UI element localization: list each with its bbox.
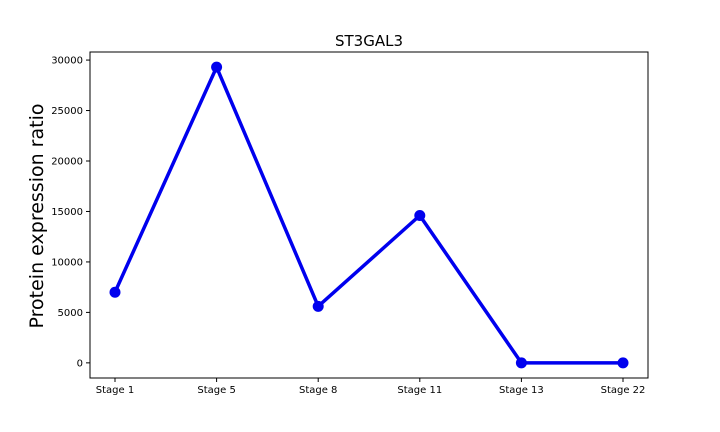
data-point <box>617 357 629 369</box>
y-tick-label: 20000 <box>51 157 83 168</box>
y-axis: 0 5000 10000 15000 20000 25000 30000 <box>51 56 90 369</box>
data-point <box>211 61 223 73</box>
chart-title: ST3GAL3 <box>335 32 403 50</box>
x-tick-label: Stage 5 <box>197 385 235 396</box>
data-point <box>109 286 121 298</box>
x-tick-label: Stage 22 <box>601 385 646 396</box>
x-tick-label: Stage 13 <box>499 385 544 396</box>
y-axis-label: Protein expression ratio <box>26 104 48 329</box>
y-tick-label: 5000 <box>58 308 83 319</box>
data-point <box>312 300 324 312</box>
x-tick-label: Stage 11 <box>397 385 442 396</box>
data-point <box>515 357 527 369</box>
x-axis: Stage 1 Stage 5 Stage 8 Stage 11 Stage 13 Sta… <box>96 378 646 396</box>
y-tick-label: 30000 <box>51 56 83 67</box>
x-tick-label: Stage 1 <box>96 385 134 396</box>
plot-area <box>89 51 649 379</box>
y-tick-label: 15000 <box>51 207 83 218</box>
data-point <box>414 210 426 222</box>
x-tick-label: Stage 8 <box>299 385 337 396</box>
series-layer <box>109 61 629 369</box>
y-tick-label: 25000 <box>51 106 83 117</box>
series-line <box>113 62 623 365</box>
y-tick-label: 0 <box>77 358 83 369</box>
y-tick-label: 10000 <box>51 257 83 268</box>
